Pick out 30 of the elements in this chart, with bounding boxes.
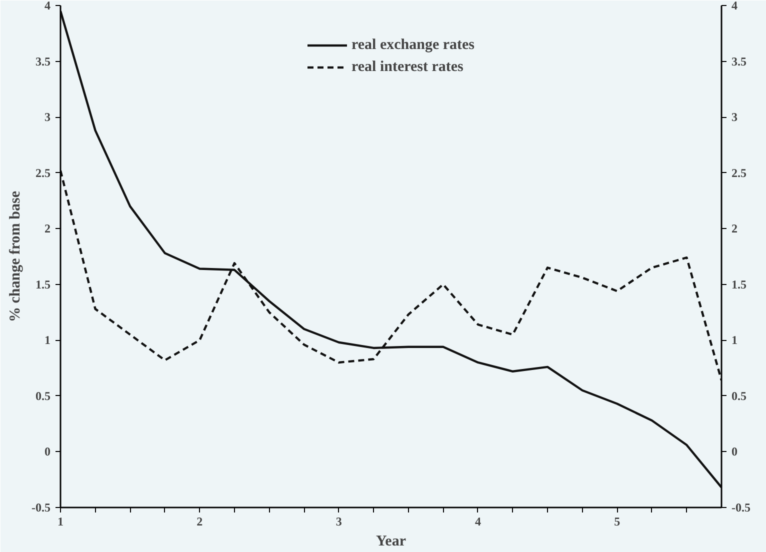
x-axis-title: Year bbox=[376, 534, 406, 550]
y2-tick-label: -0.5 bbox=[732, 500, 750, 514]
y-axis-title: % change from base bbox=[8, 190, 24, 322]
x-tick-label: 1 bbox=[58, 514, 64, 528]
y-tick-label: 3.5 bbox=[36, 54, 50, 68]
line-series bbox=[60, 10, 722, 489]
y2-tick-label: 2 bbox=[732, 222, 738, 236]
x-tick-label: 5 bbox=[614, 514, 620, 528]
x-tick-label: 2 bbox=[196, 514, 203, 528]
y-tick-label: -0.5 bbox=[32, 500, 51, 514]
y-tick-label: 3 bbox=[44, 110, 50, 124]
y2-tick-label: 2.5 bbox=[732, 166, 746, 180]
x-tick-label: 3 bbox=[336, 514, 342, 528]
y2-tick-label: 1 bbox=[732, 333, 738, 348]
y2-tick-label: 0 bbox=[732, 444, 738, 459]
y-tick-label: 1 bbox=[44, 333, 50, 348]
y2-tick-label: 0.5 bbox=[732, 388, 746, 403]
y2-tick-label: 3.5 bbox=[732, 54, 746, 68]
y2-tick-label: 3 bbox=[732, 110, 738, 124]
x-tick-label: 4 bbox=[474, 514, 481, 528]
y-tick-label: 2 bbox=[44, 222, 50, 236]
y-tick-label: 1.5 bbox=[36, 277, 50, 292]
legend-label: real interest rates bbox=[351, 58, 464, 76]
y-tick-label: 2.5 bbox=[36, 166, 50, 180]
y-tick-label: 4 bbox=[44, 0, 50, 12]
y2-tick-label: 1.5 bbox=[732, 277, 746, 292]
y-tick-label: 0.5 bbox=[36, 388, 50, 403]
legend-label: real exchange rates bbox=[351, 36, 475, 54]
y-tick-label: 0 bbox=[44, 444, 50, 459]
y2-tick-label: 4 bbox=[732, 0, 738, 12]
